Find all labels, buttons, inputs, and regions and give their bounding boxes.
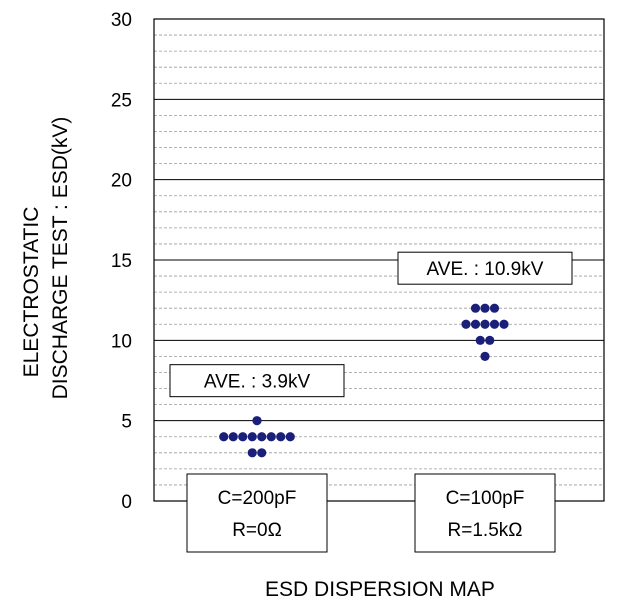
data-point <box>499 319 509 329</box>
data-point <box>257 448 267 458</box>
y-tick-label: 25 <box>111 90 132 111</box>
y-axis-title-line-1: ELECTROSTATIC <box>20 207 43 378</box>
data-point <box>238 432 248 442</box>
data-point <box>480 319 490 329</box>
category-label: R=1.5kΩ <box>448 520 523 541</box>
y-tick-label: 10 <box>111 331 132 352</box>
data-point <box>480 303 490 313</box>
data-point <box>276 432 286 442</box>
category-label: C=100pF <box>446 488 525 509</box>
y-tick-label: 5 <box>121 412 132 433</box>
y-tick-label: 0 <box>121 492 132 513</box>
data-point <box>485 335 495 345</box>
category-box <box>414 473 556 553</box>
data-points <box>219 303 509 458</box>
data-point <box>266 432 276 442</box>
average-label: AVE. : 3.9kV <box>204 372 311 393</box>
average-annotations: AVE. : 3.9kV AVE. : 10.9kV <box>169 251 573 398</box>
data-point <box>257 432 267 442</box>
category-label-boxes: C=200pF R=0Ω C=100pF R=1.5kΩ <box>186 473 556 553</box>
data-point <box>461 319 471 329</box>
data-point <box>252 416 262 426</box>
data-point <box>489 319 500 329</box>
plot-area-frame <box>153 18 605 502</box>
data-point <box>228 432 238 442</box>
data-point <box>247 448 257 458</box>
category-box <box>186 473 328 553</box>
y-axis-title-line-2: DISCHARGE TEST : ESD(kV) <box>49 117 72 400</box>
y-tick-label: 15 <box>111 251 132 272</box>
data-point <box>247 432 257 442</box>
average-box <box>397 251 573 285</box>
y-axis-tick-labels: 0 5 10 15 20 25 30 <box>111 10 132 513</box>
data-point <box>219 432 229 442</box>
category-label: C=200pF <box>218 488 297 509</box>
data-point <box>489 303 500 313</box>
data-point <box>475 335 485 345</box>
data-point <box>480 351 490 361</box>
category-label: R=0Ω <box>232 520 282 541</box>
average-box <box>169 364 345 398</box>
data-point <box>470 303 481 313</box>
data-point <box>470 319 481 329</box>
data-point <box>285 432 295 442</box>
y-tick-label: 30 <box>111 10 132 31</box>
average-label: AVE. : 10.9kV <box>427 259 544 280</box>
x-axis-title: ESD DISPERSION MAP <box>265 578 495 601</box>
y-tick-label: 20 <box>111 171 132 192</box>
